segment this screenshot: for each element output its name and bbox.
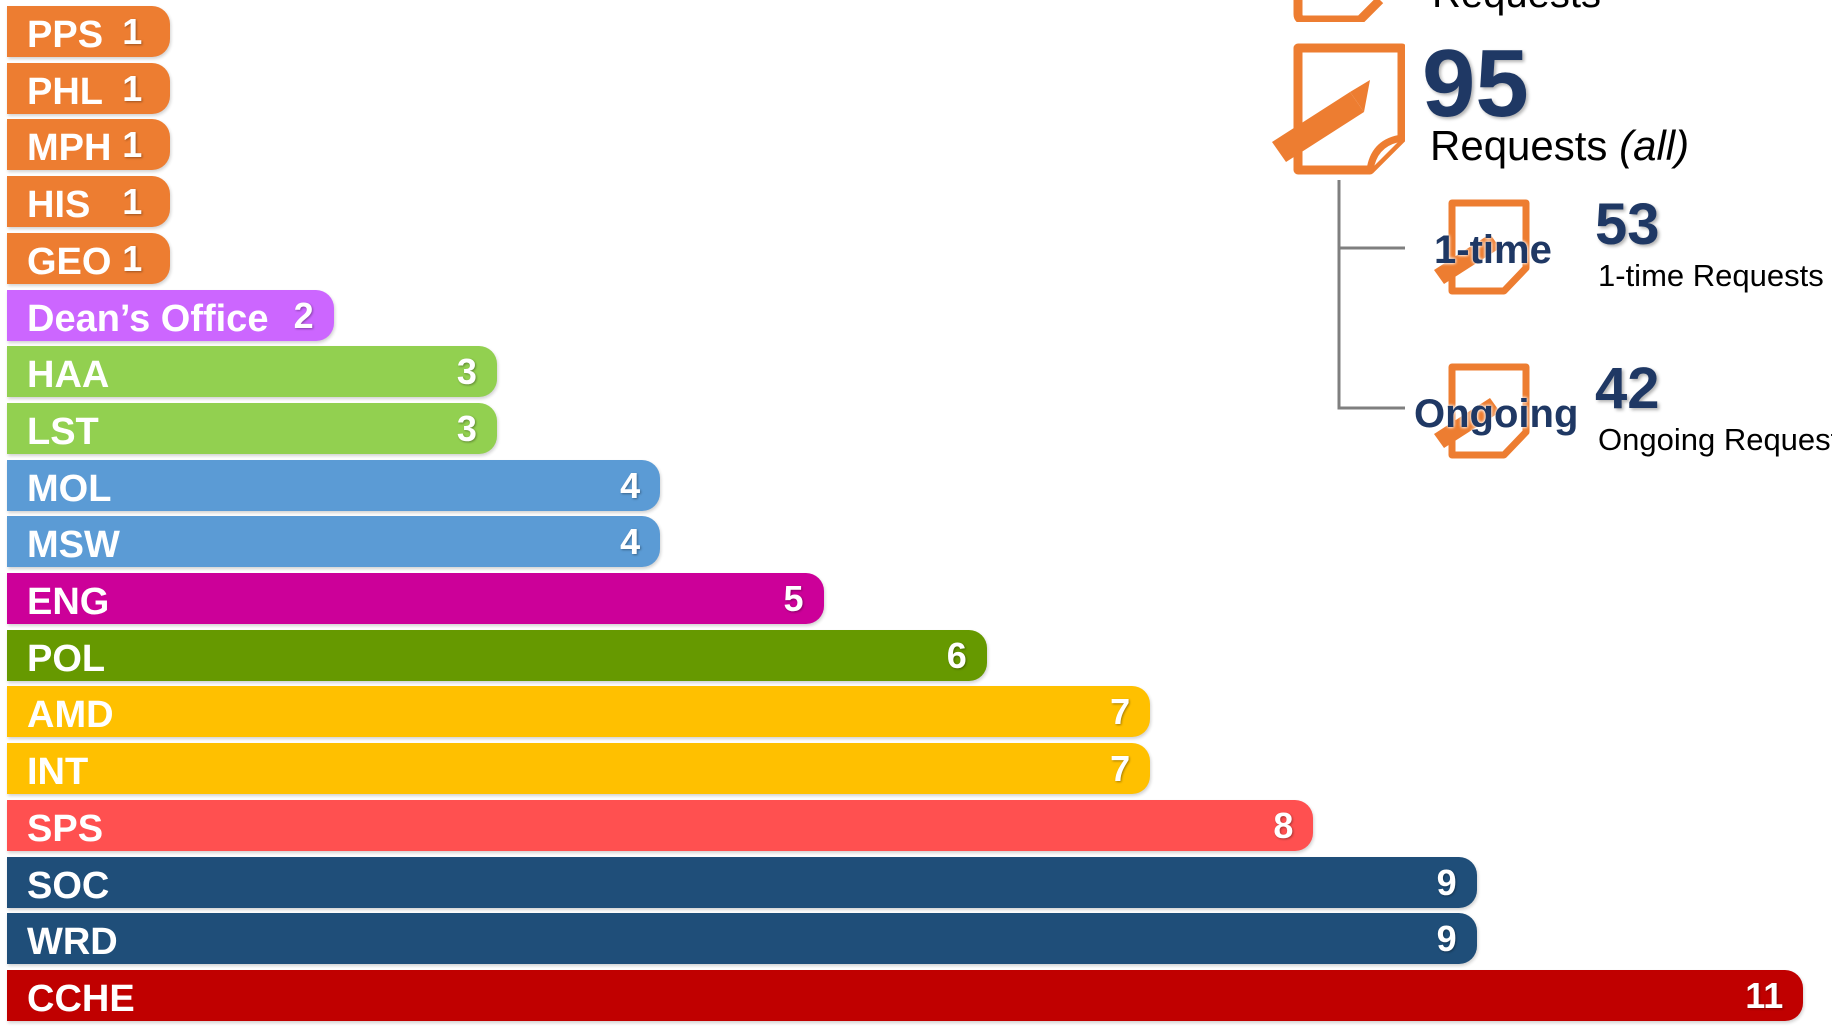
bar: POL 6: [7, 629, 987, 681]
bar-category-label: ENG: [27, 581, 110, 623]
bar: ENG 5: [7, 573, 824, 624]
bar-category-label: INT: [27, 751, 89, 794]
bar: AMD 7: [7, 686, 1151, 738]
one-time-icon-word: 1-time: [1434, 228, 1552, 272]
bar-value-label: 7: [1110, 748, 1131, 790]
bar-value-label: 5: [783, 578, 804, 619]
bar-value-label: 3: [456, 351, 477, 393]
total-requests-text: Requests: [1430, 122, 1608, 169]
bar-category-label: CCHE: [27, 977, 135, 1020]
bar: HIS 1: [7, 176, 171, 228]
total-requests-number: 95: [1422, 30, 1529, 137]
bar-category-label: HAA: [27, 354, 110, 397]
bar-value-label: 11: [1745, 974, 1784, 1016]
bar-category-label: SPS: [27, 807, 104, 850]
bar: PHL 1: [7, 62, 171, 114]
partial-requests-label: Requests: [1432, 0, 1601, 17]
bar-value-label: 9: [1436, 918, 1457, 960]
bar-value-label: 6: [946, 634, 967, 676]
one-time-number: 53: [1595, 192, 1660, 257]
bar-category-label: AMD: [27, 694, 114, 737]
bar-category-label: PPS: [27, 14, 104, 56]
edit-document-icon: [1434, 199, 1530, 295]
one-time-label: 1-time Requests: [1598, 258, 1824, 293]
tree-connector: [1337, 180, 1405, 410]
bar-category-label: Dean’s Office: [27, 297, 269, 340]
bar: LST 3: [7, 402, 497, 454]
bar-value-label: 2: [293, 294, 314, 336]
bar: MOL 4: [7, 459, 661, 511]
bar-value-label: 3: [456, 407, 477, 449]
bar-value-label: 8: [1273, 804, 1294, 846]
bar: Dean’s Office 2: [7, 289, 334, 341]
bar-value-label: 7: [1110, 691, 1131, 733]
ongoing-number: 42: [1595, 356, 1660, 421]
bar: MPH 1: [7, 119, 171, 171]
bar: SPS 8: [7, 799, 1314, 851]
bar: MSW 4: [7, 516, 661, 568]
bar-category-label: WRD: [27, 921, 118, 964]
bar-value-label: 1: [122, 11, 143, 52]
bar: WRD 9: [7, 913, 1477, 965]
bar-value-label: 4: [620, 464, 641, 506]
bar: HAA 3: [7, 346, 497, 398]
bar-category-label: SOC: [27, 864, 110, 907]
bar-category-label: MPH: [27, 127, 112, 170]
edit-document-icon: [1434, 363, 1530, 459]
bar-category-label: PHL: [27, 70, 103, 113]
total-requests-label: Requests (all): [1430, 122, 1689, 170]
edit-document-icon: [1272, 43, 1405, 175]
bar: GEO 1: [7, 232, 171, 284]
bar-category-label: LST: [27, 410, 99, 453]
edit-document-icon: [1293, 0, 1384, 22]
bar-value-label: 4: [620, 521, 641, 563]
bar-category-label: GEO: [27, 240, 112, 283]
bar-value-label: 1: [122, 181, 143, 223]
bar: SOC 9: [7, 856, 1477, 908]
bar-category-label: MSW: [27, 524, 120, 567]
bar-category-label: POL: [27, 637, 106, 680]
bar: INT 7: [7, 743, 1151, 795]
bar-category-label: MOL: [27, 467, 112, 510]
ongoing-label: Ongoing Requests: [1598, 422, 1832, 457]
bar-value-label: 1: [122, 124, 143, 166]
bar-value-label: 9: [1436, 861, 1457, 903]
ongoing-icon-word: Ongoing: [1414, 392, 1579, 436]
bar: CCHE 11: [7, 969, 1804, 1021]
bar: PPS 1: [7, 6, 171, 57]
bar-value-label: 1: [122, 237, 143, 279]
total-requests-suffix: (all): [1619, 122, 1690, 169]
bar-category-label: HIS: [27, 184, 91, 227]
bar-value-label: 1: [122, 67, 143, 109]
